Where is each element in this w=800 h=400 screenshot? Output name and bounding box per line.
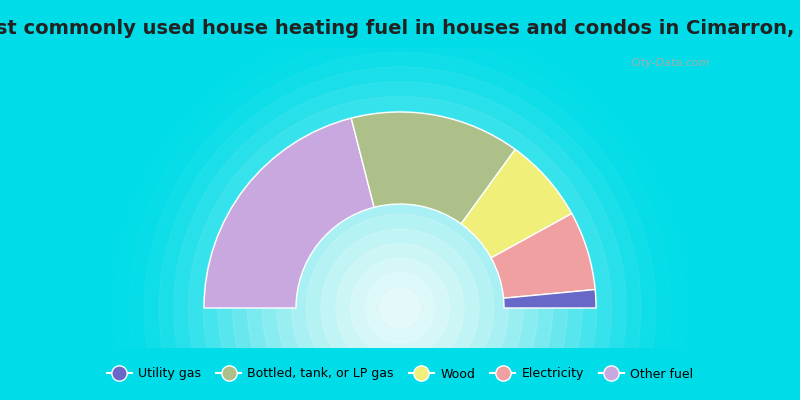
Circle shape: [203, 111, 597, 400]
Wedge shape: [204, 118, 374, 308]
Circle shape: [366, 273, 434, 343]
Circle shape: [291, 200, 509, 400]
Circle shape: [233, 141, 567, 400]
Text: City-Data.com: City-Data.com: [630, 58, 710, 68]
Wedge shape: [351, 112, 515, 224]
Text: Most commonly used house heating fuel in houses and condos in Cimarron, NM: Most commonly used house heating fuel in…: [0, 19, 800, 38]
Circle shape: [174, 82, 626, 400]
Circle shape: [189, 96, 611, 400]
Circle shape: [247, 155, 553, 400]
Wedge shape: [491, 214, 595, 298]
Circle shape: [321, 229, 479, 387]
Circle shape: [380, 288, 420, 328]
Circle shape: [262, 170, 538, 400]
Circle shape: [306, 214, 494, 400]
Wedge shape: [503, 290, 596, 308]
Legend: Utility gas, Bottled, tank, or LP gas, Wood, Electricity, Other fuel: Utility gas, Bottled, tank, or LP gas, W…: [102, 362, 698, 386]
Circle shape: [350, 258, 450, 358]
Circle shape: [336, 244, 464, 372]
Circle shape: [277, 185, 523, 400]
Circle shape: [218, 126, 582, 400]
Wedge shape: [461, 150, 572, 258]
